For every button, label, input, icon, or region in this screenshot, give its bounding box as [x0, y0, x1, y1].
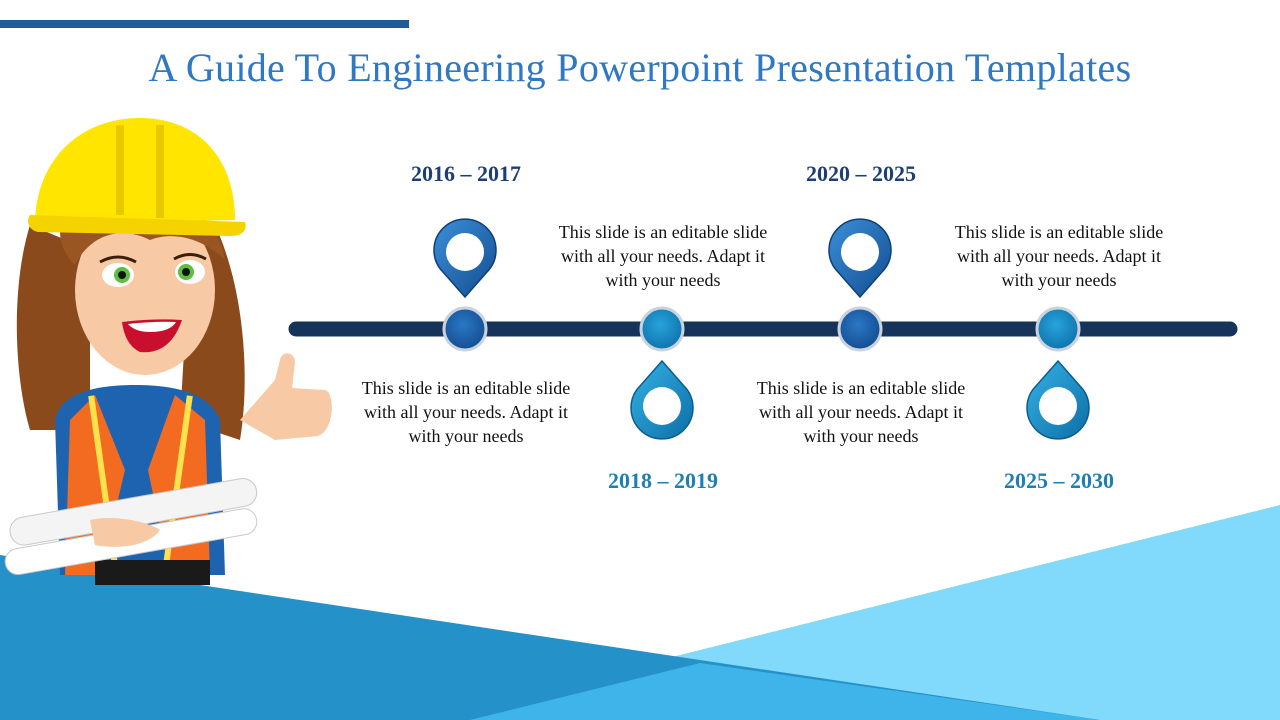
milestone-4-description: This slide is an editable slide with all… — [954, 222, 1164, 290]
milestone-3-years: 2020 – 2025 — [806, 161, 916, 186]
drop-pin-icon — [630, 359, 694, 440]
dark-blue-triangle — [0, 555, 1100, 720]
milestone-1-years: 2016 – 2017 — [411, 161, 521, 186]
timeline-node-2 — [639, 306, 685, 352]
map-pin-icon — [433, 218, 497, 299]
milestone-2-description: This slide is an editable slide with all… — [558, 222, 768, 290]
timeline-node-3 — [837, 306, 883, 352]
timeline-node-4 — [1035, 306, 1081, 352]
timeline-node-1 — [442, 306, 488, 352]
map-pin-icon — [828, 218, 892, 299]
milestone-3-description: This slide is an editable slide with all… — [756, 378, 966, 446]
milestone-4-years: 2025 – 2030 — [1004, 468, 1114, 493]
mid-blue-overlap — [470, 663, 1100, 720]
page-title: A Guide To Engineering Powerpoint Presen… — [148, 45, 1132, 90]
top-accent-bar — [0, 20, 409, 28]
milestone-1-description: This slide is an editable slide with all… — [361, 378, 571, 446]
drop-pin-icon — [1026, 359, 1090, 440]
milestone-2-years: 2018 – 2019 — [608, 468, 718, 493]
engineer-illustration — [4, 118, 332, 585]
